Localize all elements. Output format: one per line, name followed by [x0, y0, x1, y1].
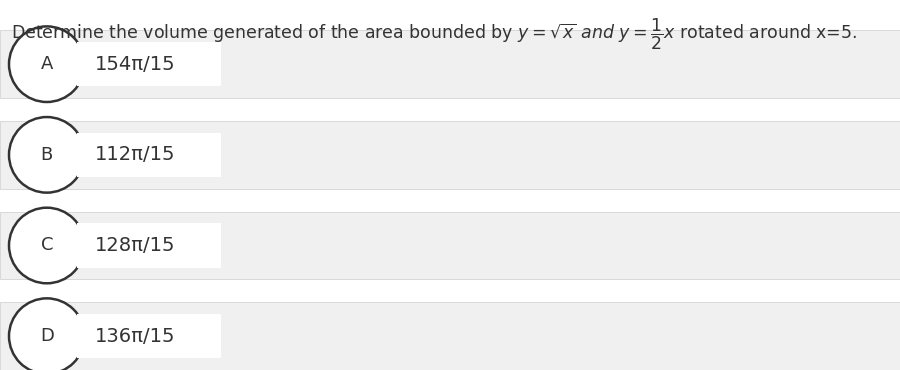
FancyBboxPatch shape	[76, 314, 220, 358]
Text: 112π/15: 112π/15	[94, 145, 175, 164]
FancyBboxPatch shape	[0, 302, 900, 370]
Text: C: C	[40, 236, 53, 255]
Ellipse shape	[9, 26, 85, 102]
FancyBboxPatch shape	[76, 223, 220, 268]
Text: A: A	[40, 55, 53, 73]
Text: B: B	[40, 146, 53, 164]
FancyBboxPatch shape	[76, 132, 220, 177]
Ellipse shape	[9, 298, 85, 370]
Text: 136π/15: 136π/15	[94, 327, 175, 346]
Text: 128π/15: 128π/15	[94, 236, 175, 255]
FancyBboxPatch shape	[0, 30, 900, 98]
FancyBboxPatch shape	[0, 121, 900, 189]
Ellipse shape	[9, 117, 85, 193]
Ellipse shape	[9, 208, 85, 283]
FancyBboxPatch shape	[0, 212, 900, 279]
Text: D: D	[40, 327, 54, 345]
FancyBboxPatch shape	[76, 42, 220, 87]
Text: 154π/15: 154π/15	[94, 55, 176, 74]
Text: Determine the volume generated of the area bounded by $y=\sqrt{x}$ $\mathit{and}: Determine the volume generated of the ar…	[11, 17, 857, 52]
